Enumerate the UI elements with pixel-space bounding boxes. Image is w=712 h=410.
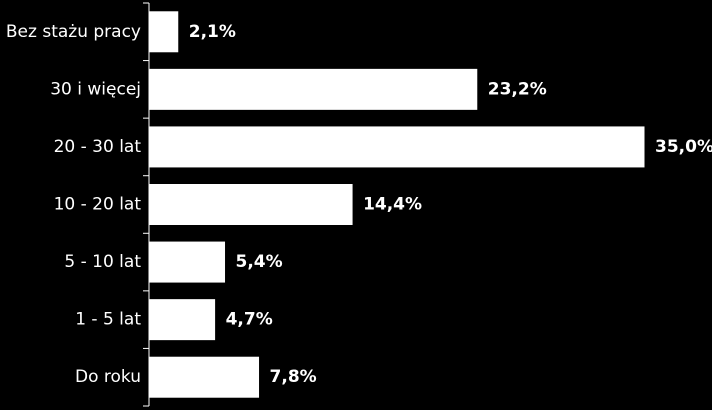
bar [148,298,217,342]
category-label: 5 - 10 lat [64,252,141,272]
bar [148,240,227,284]
value-label: 2,1% [189,22,236,42]
bar [148,10,180,54]
value-label: 35,0% [655,137,712,157]
bar [148,355,261,399]
category-label: 10 - 20 lat [54,195,142,215]
category-label: 1 - 5 lat [75,310,141,330]
value-label: 4,7% [226,310,273,330]
bar [148,67,479,111]
bars-layer [148,10,646,399]
value-label: 5,4% [236,252,283,272]
category-label: Bez stażu pracy [6,22,141,42]
bar [148,125,646,169]
category-label: Do roku [75,367,141,387]
category-label: 20 - 30 lat [54,137,142,157]
value-label: 23,2% [488,79,547,99]
labels-layer: Bez stażu pracy 2,1% 30 i więcej 23,2% 20 - … [6,22,712,387]
value-label: 7,8% [270,367,317,387]
bar [148,183,354,226]
axis-layer [143,2,150,407]
value-label: 14,4% [363,195,422,215]
category-label: 30 i więcej [50,79,141,99]
